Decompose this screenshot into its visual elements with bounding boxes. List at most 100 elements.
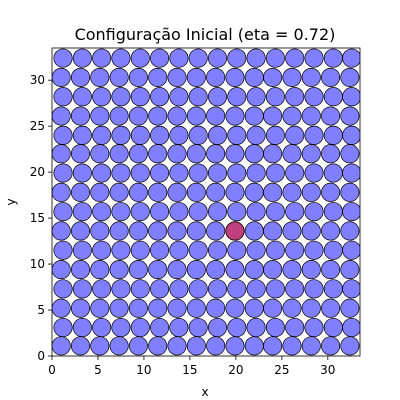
particle <box>285 317 305 338</box>
x-axis-label: x <box>201 385 208 399</box>
particle <box>323 279 343 299</box>
particle <box>244 221 264 241</box>
particle <box>188 125 208 145</box>
y-tick-label: 0 <box>37 349 45 363</box>
particle <box>53 240 73 260</box>
particle <box>109 221 129 241</box>
particle <box>285 48 305 68</box>
particle <box>186 67 206 87</box>
particle <box>225 67 245 87</box>
particle <box>227 48 247 68</box>
particle <box>263 298 283 318</box>
particle <box>53 279 73 299</box>
particle <box>304 163 324 183</box>
particle <box>188 240 208 260</box>
particle <box>111 163 131 183</box>
particle <box>150 87 170 107</box>
particle <box>109 67 129 87</box>
particle <box>150 163 170 183</box>
particle <box>72 279 92 299</box>
particles-layer <box>52 48 360 356</box>
particle <box>225 144 245 164</box>
particle <box>285 163 305 183</box>
particle <box>227 87 247 107</box>
plot-frame <box>51 47 361 357</box>
particle <box>52 298 71 318</box>
particle <box>265 240 285 260</box>
particle <box>90 106 110 126</box>
particle <box>321 67 341 87</box>
particle <box>70 67 91 87</box>
particle <box>130 317 150 338</box>
particle <box>128 336 148 356</box>
particle <box>244 182 264 202</box>
particle <box>285 202 305 222</box>
particle <box>340 260 360 280</box>
particle <box>304 240 324 260</box>
particle <box>167 336 187 356</box>
particle <box>128 221 148 241</box>
particle <box>148 106 168 126</box>
particle <box>304 317 324 338</box>
particle <box>282 298 302 318</box>
particle <box>342 279 360 299</box>
particle <box>265 163 285 183</box>
particle <box>227 202 247 222</box>
particle <box>265 202 285 222</box>
particle <box>206 260 226 280</box>
y-tick-label: 30 <box>30 73 45 87</box>
particle <box>92 202 112 222</box>
particle <box>342 317 360 338</box>
particle <box>301 182 321 202</box>
particle <box>207 48 228 68</box>
particle <box>70 336 91 356</box>
particle <box>111 202 131 222</box>
particle <box>225 182 245 202</box>
particle <box>53 163 73 183</box>
particle <box>167 144 187 164</box>
particle <box>244 67 264 87</box>
particle <box>167 221 187 241</box>
particle <box>263 67 283 87</box>
particle <box>263 336 283 356</box>
particle <box>227 240 247 260</box>
particle <box>206 182 226 202</box>
particle <box>130 202 150 222</box>
x-tick-label: 10 <box>136 363 151 377</box>
particle <box>130 163 150 183</box>
particle <box>323 163 343 183</box>
particle <box>285 125 305 145</box>
particle <box>90 144 110 164</box>
particle <box>72 317 92 338</box>
particle <box>150 125 170 145</box>
particle <box>90 336 110 356</box>
particle <box>285 87 305 107</box>
particle <box>282 182 302 202</box>
particle <box>186 221 206 241</box>
particle <box>72 202 92 222</box>
particle <box>304 87 324 107</box>
particle <box>148 182 168 202</box>
particle <box>169 163 189 183</box>
particle <box>186 336 206 356</box>
particle <box>263 106 283 126</box>
particle <box>206 144 226 164</box>
particle <box>342 240 360 260</box>
particle <box>167 67 187 87</box>
particle <box>109 298 129 318</box>
particle <box>90 67 110 87</box>
y-tick-label: 20 <box>30 165 45 179</box>
particle <box>167 298 187 318</box>
particle <box>282 144 302 164</box>
particle <box>188 87 208 107</box>
particle <box>265 317 285 338</box>
particle <box>340 67 360 87</box>
particle <box>304 48 324 68</box>
x-axis: 0 5 10 15 20 25 30 <box>48 356 335 377</box>
particle <box>70 260 91 280</box>
particle <box>323 125 343 145</box>
particle <box>206 336 226 356</box>
particle <box>150 48 170 68</box>
particle <box>265 279 285 299</box>
particle <box>109 336 129 356</box>
